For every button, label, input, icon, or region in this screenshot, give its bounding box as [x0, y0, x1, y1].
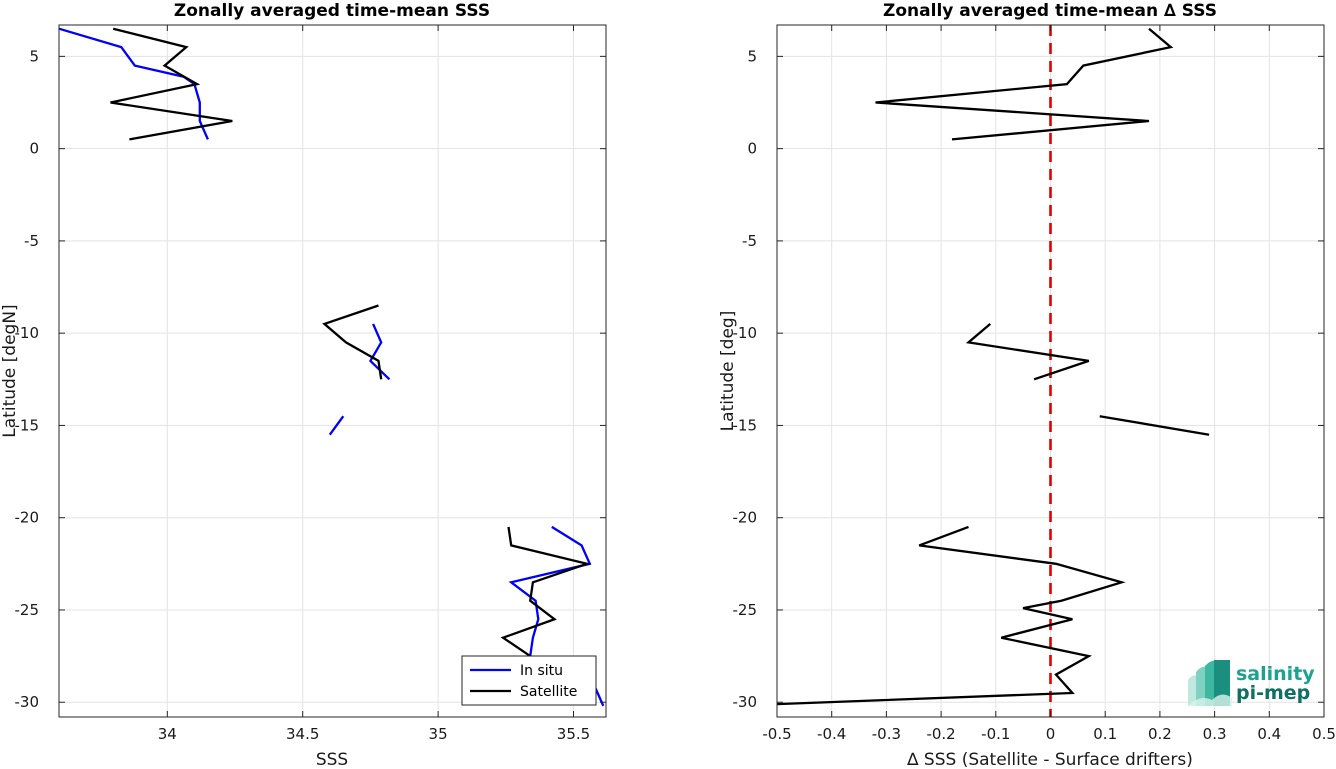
x-tick-label: -0.3 [872, 725, 901, 743]
x-tick-label: 0 [1046, 725, 1056, 743]
legend-box [461, 655, 597, 706]
y-tick-label: 0 [747, 140, 757, 158]
x-tick-label: -0.1 [981, 725, 1010, 743]
y-tick-label: -25 [15, 601, 40, 619]
logo-text-pi-mep: pi-mep [1236, 682, 1310, 704]
ticks-right: -0.5 -0.4 -0.3 -0.2 -0.1 0 0.1 0.2 0.3 0.4 0.5 -30 -… [733, 25, 1336, 743]
legend-label-in-situ: In situ [520, 663, 563, 679]
y-tick-label: -20 [733, 509, 758, 527]
x-tick-label: 34 [158, 725, 177, 743]
series-line-satellite [110, 27, 233, 141]
series-line-in-situ [328, 415, 345, 436]
logo-emblem-icon [1188, 660, 1232, 706]
ylabel-right: Latitude [deg] [718, 311, 738, 432]
x-tick-label: 0.4 [1257, 725, 1281, 743]
y-tick-label: -30 [733, 693, 758, 711]
y-tick-label: 5 [747, 47, 757, 65]
x-tick-label: -0.4 [817, 725, 846, 743]
y-tick-label: 5 [29, 47, 39, 65]
series-line-delta-sss [1099, 415, 1210, 436]
y-tick-label: -15 [733, 416, 758, 434]
y-tick-label: 0 [29, 140, 39, 158]
x-tick-label: -0.5 [762, 725, 791, 743]
panel-left-sss: 34 34.5 35 35.5 -30 -25 -20 -15 -10 -5 0 5 Zonally … [0, 1, 607, 769]
series-lines-right [776, 25, 1210, 717]
salinity-pi-mep-logo: salinity pi-mep [1188, 660, 1315, 706]
series-line-delta-sss [776, 525, 1126, 706]
x-tick-label: 35.5 [557, 725, 590, 743]
y-tick-label: -10 [733, 324, 758, 342]
y-tick-label: -5 [24, 232, 39, 250]
x-tick-label: 35 [429, 725, 448, 743]
ylabel-left: Latitude [degN] [0, 304, 20, 437]
x-tick-label: 0.5 [1312, 725, 1336, 743]
series-line-delta-sss [965, 323, 1090, 381]
x-tick-label: 0.1 [1093, 725, 1117, 743]
series-lines-left [58, 27, 605, 707]
xlabel-right: ∆ SSS (Satellite - Surface drifters) [906, 750, 1193, 769]
plot-area-left [59, 25, 606, 717]
y-tick-label: -25 [733, 601, 758, 619]
legend: In situ Satellite [461, 655, 597, 706]
xlabel-left: SSS [316, 750, 348, 769]
x-tick-label: 0.3 [1203, 725, 1227, 743]
y-tick-label: -30 [15, 693, 40, 711]
panel-right-delta-sss: -0.5 -0.4 -0.3 -0.2 -0.1 0 0.1 0.2 0.3 0.4 0.5 -30 -… [718, 1, 1336, 769]
grid-left [59, 25, 606, 717]
x-tick-label: 34.5 [286, 725, 319, 743]
title-left: Zonally averaged time-mean SSS [174, 1, 490, 21]
series-line-satellite [500, 526, 592, 658]
ticks-left: 34 34.5 35 35.5 -30 -25 -20 -15 -10 -5 0 5 [15, 25, 606, 743]
series-line-satellite [322, 304, 383, 380]
series-line-delta-sss [875, 27, 1174, 141]
y-tick-label: -10 [15, 324, 40, 342]
title-right: Zonally averaged time-mean ∆ SSS [883, 1, 1217, 21]
axes-box-left [58, 24, 607, 718]
y-tick-label: -15 [15, 416, 40, 434]
y-tick-label: -20 [15, 509, 40, 527]
legend-label-satellite: Satellite [520, 684, 577, 700]
y-tick-label: -5 [742, 232, 757, 250]
x-tick-label: -0.2 [926, 725, 955, 743]
x-tick-label: 0.2 [1148, 725, 1172, 743]
logo-text-salinity: salinity [1236, 663, 1315, 685]
